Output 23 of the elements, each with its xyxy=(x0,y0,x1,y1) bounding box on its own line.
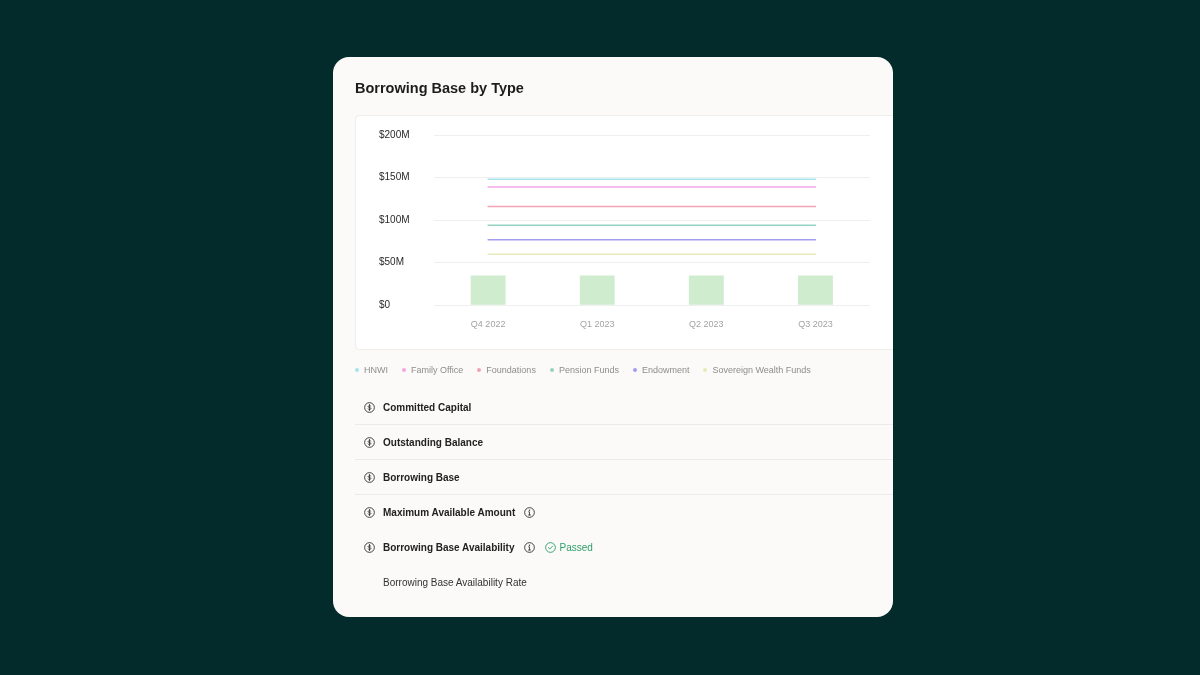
y-tick-label: $200M xyxy=(379,128,410,140)
x-tick-label: Q2 2023 xyxy=(689,319,724,330)
text: Borrowing Base xyxy=(383,471,460,483)
text: Borrowing Base Availability xyxy=(383,541,515,553)
text: Passed xyxy=(559,541,593,553)
text: Borrowing Base Availability Rate xyxy=(383,576,527,588)
text: Maximum Available Amount xyxy=(383,506,516,518)
legend-label: HNWI xyxy=(364,364,388,376)
chart-title: Borrowing Base by Type xyxy=(355,80,524,96)
y-tick-label: $150M xyxy=(379,171,410,183)
x-tick-label: Q3 2023 xyxy=(798,319,833,330)
y-tick-label: $50M xyxy=(379,256,405,268)
text: Outstanding Balance xyxy=(383,436,484,448)
text: Committed Capital xyxy=(383,401,472,413)
legend-label: Endowment xyxy=(641,364,690,376)
y-tick-label: $100M xyxy=(379,213,410,225)
x-tick-label: Q4 2022 xyxy=(470,319,506,330)
legend-label: Sovereign Wealth Funds xyxy=(712,364,811,376)
legend-label: Family Office xyxy=(411,364,464,376)
legend-label: Pension Funds xyxy=(558,364,619,376)
legend-label: Foundations xyxy=(486,364,536,376)
x-tick-label: Q1 2023 xyxy=(579,319,615,330)
y-tick-label: $0 xyxy=(379,298,391,310)
